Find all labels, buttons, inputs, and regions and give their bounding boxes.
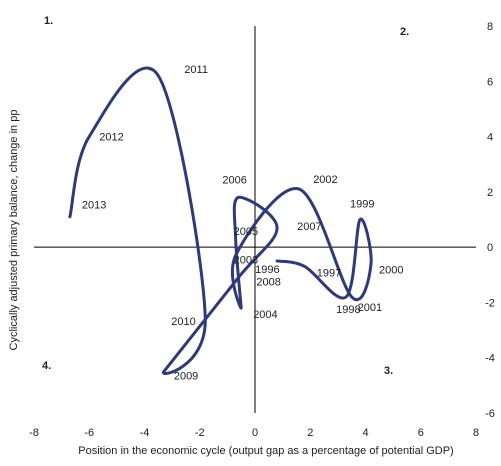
data-point-label: 2000 bbox=[379, 265, 403, 277]
y-tick-label: 8 bbox=[487, 21, 493, 33]
data-point-label: 2010 bbox=[171, 316, 195, 328]
axes bbox=[34, 26, 476, 413]
y-axis-label: Cyclically adjusted primary balance, cha… bbox=[8, 110, 20, 351]
quadrant-label: 4. bbox=[42, 360, 51, 372]
x-tick-label: 2 bbox=[307, 427, 313, 439]
data-point-label: 2002 bbox=[313, 174, 337, 186]
quadrant-label: 2. bbox=[400, 26, 409, 38]
x-tick-label: 0 bbox=[252, 427, 258, 439]
x-tick-label: 4 bbox=[362, 427, 368, 439]
y-tick-labels: -6 -4 -2 0 2 4 6 8 bbox=[485, 21, 495, 420]
x-tick-label: -2 bbox=[195, 427, 205, 439]
data-point-label: 2009 bbox=[174, 371, 198, 383]
y-tick-label: 0 bbox=[487, 242, 493, 254]
x-tick-label: -8 bbox=[29, 427, 39, 439]
data-point-label: 1997 bbox=[317, 267, 341, 279]
point-labels: 1996 1997 1998 1999 2000 2001 2002 2003 2004 2005… bbox=[82, 64, 404, 383]
x-tick-label: 6 bbox=[418, 427, 424, 439]
x-tick-label: -4 bbox=[140, 427, 150, 439]
quadrant-label: 3. bbox=[384, 365, 393, 377]
series-line bbox=[68, 66, 373, 375]
data-point-label: 2003 bbox=[234, 254, 258, 266]
data-point-label: 1996 bbox=[255, 264, 279, 276]
data-point-label: 2001 bbox=[358, 302, 382, 314]
data-point-label: 2005 bbox=[234, 226, 258, 238]
y-tick-label: 4 bbox=[487, 132, 493, 144]
x-tick-label: 8 bbox=[473, 427, 479, 439]
y-tick-label: 2 bbox=[487, 187, 493, 199]
data-point-label: 1998 bbox=[336, 304, 360, 316]
quadrant-label: 1. bbox=[44, 15, 53, 27]
x-tick-label: -6 bbox=[84, 427, 94, 439]
data-point-label: 2004 bbox=[253, 309, 277, 321]
y-tick-label: -4 bbox=[485, 353, 495, 365]
data-point-label: 2006 bbox=[222, 174, 246, 186]
x-axis-label: Position in the economic cycle (output g… bbox=[78, 445, 453, 457]
data-point-label: 2013 bbox=[82, 200, 106, 212]
data-point-label: 1999 bbox=[350, 199, 374, 211]
x-tick-labels: -8 -6 -4 -2 0 2 4 6 8 bbox=[29, 427, 479, 439]
quadrant-labels: 1. 2. 3. 4. bbox=[42, 15, 409, 377]
data-point-label: 2007 bbox=[297, 221, 321, 233]
y-tick-label: -6 bbox=[485, 408, 495, 420]
data-point-label: 2011 bbox=[184, 64, 208, 76]
y-tick-label: -2 bbox=[485, 297, 495, 309]
data-point-label: 2008 bbox=[256, 277, 280, 289]
y-tick-label: 6 bbox=[487, 76, 493, 88]
data-point-label: 2012 bbox=[99, 132, 123, 144]
